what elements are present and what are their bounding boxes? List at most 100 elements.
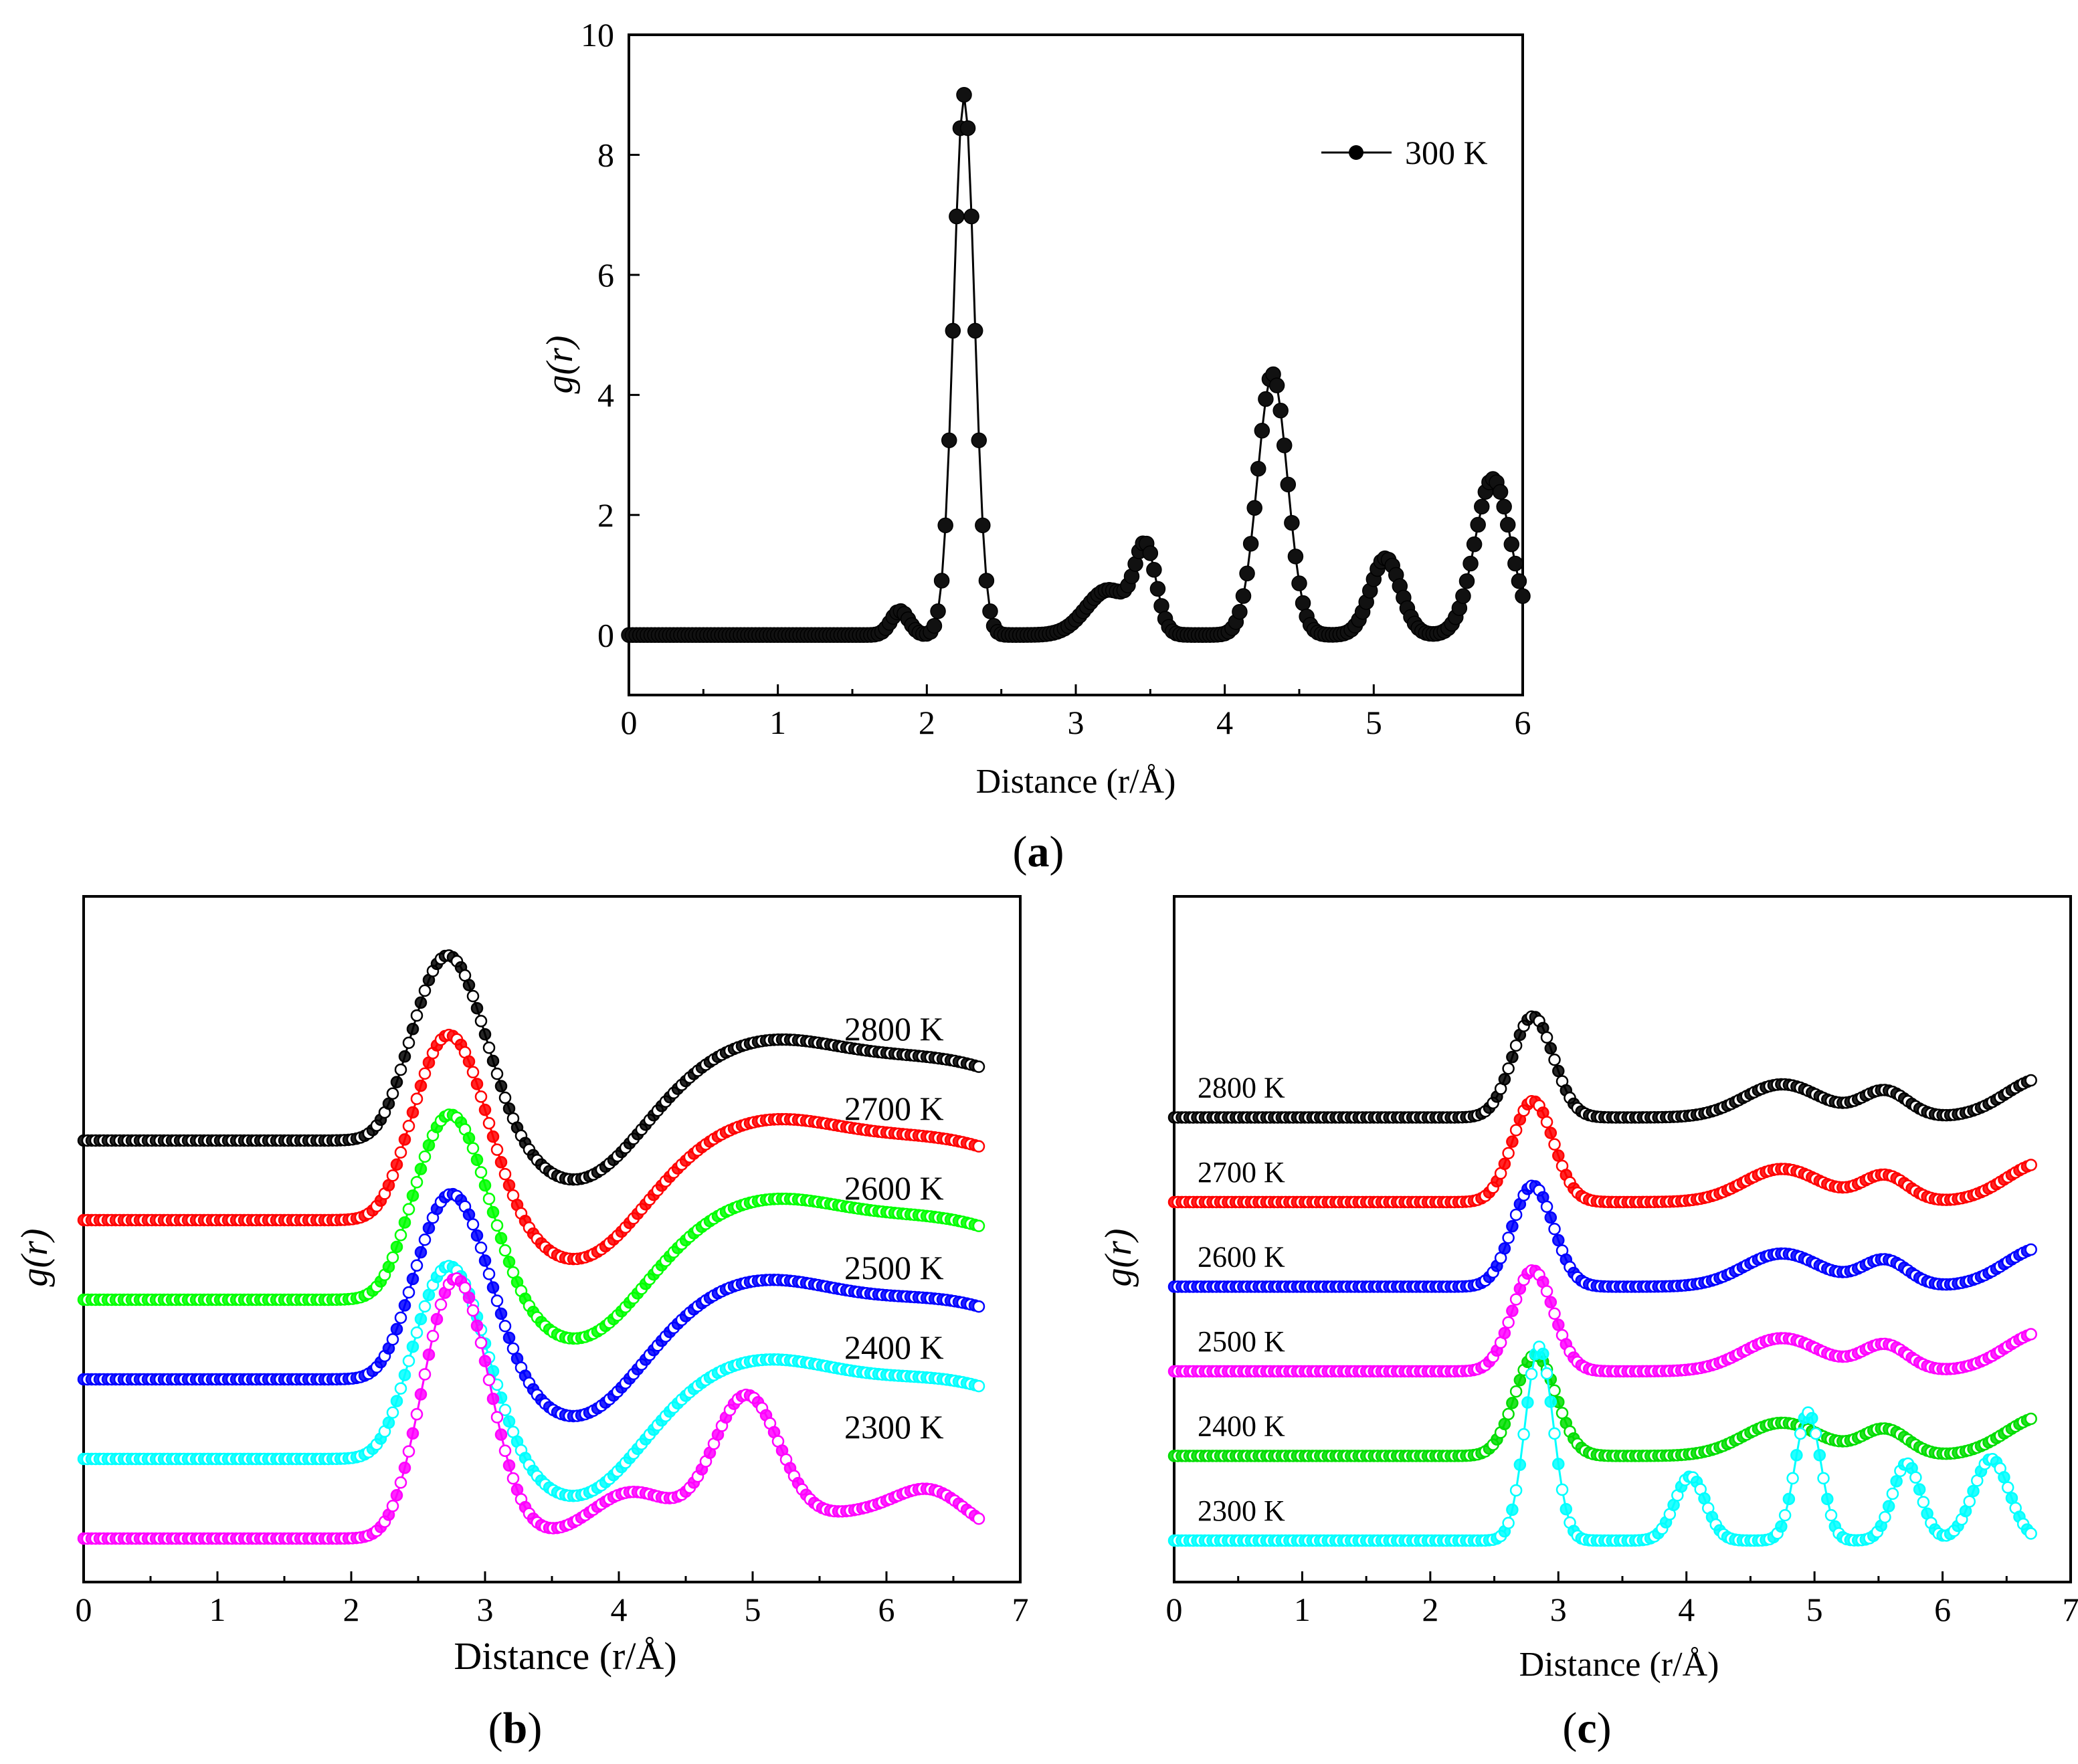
data-point bbox=[418, 1300, 432, 1313]
data-point bbox=[1544, 1211, 1557, 1224]
panel-c-label: (c) bbox=[1562, 1704, 1611, 1753]
data-point bbox=[426, 1330, 440, 1343]
legend-label: 300 K bbox=[1405, 134, 1488, 171]
data-point bbox=[466, 1142, 480, 1155]
panel-c-chart: 0 1 2 3 4 5 6 7 2800 K 2700 K 2600 K 2500 K 2400 K 2… bbox=[1098, 895, 2078, 1753]
data-point bbox=[1506, 1050, 1519, 1064]
data-point bbox=[1509, 1293, 1523, 1306]
series-label: 2600 K bbox=[844, 1169, 944, 1207]
panel-a-x-axis-label: Distance (r/Å) bbox=[976, 763, 1176, 801]
data-point bbox=[462, 1291, 476, 1304]
x-tick-label: 3 bbox=[477, 1591, 494, 1628]
data-point bbox=[470, 1078, 484, 1090]
data-point bbox=[1521, 1396, 1534, 1409]
data-point bbox=[1544, 1126, 1557, 1139]
data-point bbox=[486, 1130, 500, 1143]
data-point bbox=[490, 1411, 504, 1424]
x-tick-label: 5 bbox=[745, 1591, 761, 1628]
data-point bbox=[422, 1221, 436, 1235]
x-tick-label: 0 bbox=[76, 1591, 92, 1628]
data-point bbox=[406, 1189, 419, 1202]
data-point bbox=[486, 1054, 500, 1068]
data-point bbox=[963, 208, 979, 225]
data-point bbox=[414, 996, 428, 1009]
data-point bbox=[1555, 1407, 1569, 1419]
data-point bbox=[975, 517, 991, 534]
data-point bbox=[502, 1179, 516, 1192]
panel-a-label: (a) bbox=[1013, 827, 1064, 876]
data-point bbox=[506, 1342, 520, 1355]
data-point bbox=[490, 1219, 504, 1232]
data-point bbox=[1496, 498, 1512, 515]
panel-c-plot-frame bbox=[1173, 895, 2072, 1583]
data-point bbox=[1502, 1316, 1515, 1329]
data-point bbox=[434, 1298, 448, 1311]
data-point bbox=[972, 1512, 985, 1525]
data-point bbox=[498, 1444, 512, 1458]
x-tick-label: 4 bbox=[1216, 704, 1233, 741]
data-point bbox=[1809, 1427, 1822, 1440]
series-label: 2300 K bbox=[844, 1408, 944, 1446]
panel-a-y-axis-label: g(r) bbox=[539, 335, 581, 393]
data-point bbox=[470, 1319, 484, 1333]
data-point bbox=[1498, 1157, 1511, 1171]
series-label: 2400 K bbox=[1198, 1410, 1285, 1443]
data-point bbox=[1455, 588, 1471, 604]
data-point bbox=[1540, 1367, 1553, 1380]
data-point bbox=[1276, 437, 1293, 454]
data-point bbox=[1886, 1487, 1899, 1500]
data-point bbox=[1506, 1304, 1519, 1317]
data-point bbox=[1882, 1500, 1895, 1512]
data-point bbox=[1502, 1147, 1515, 1160]
data-point bbox=[1498, 1327, 1511, 1340]
data-point bbox=[972, 1060, 985, 1073]
data-point bbox=[422, 1139, 436, 1152]
data-point bbox=[1142, 545, 1159, 561]
data-point bbox=[386, 1500, 399, 1512]
data-point bbox=[490, 1294, 504, 1307]
data-point bbox=[494, 1428, 508, 1441]
x-tick-label: 6 bbox=[1515, 704, 1531, 741]
data-point bbox=[1509, 1208, 1523, 1221]
data-point bbox=[474, 1090, 488, 1103]
data-point bbox=[1548, 1223, 1561, 1236]
series-2700k bbox=[77, 1028, 985, 1266]
series-label: 2700 K bbox=[1198, 1156, 1285, 1189]
series-300k bbox=[621, 86, 1531, 644]
data-point bbox=[386, 1406, 399, 1419]
panel-c-x-axis-label: Distance (r/Å) bbox=[1519, 1646, 1719, 1684]
data-point bbox=[470, 1229, 484, 1242]
data-point bbox=[2024, 1328, 2037, 1341]
y-tick-label: 10 bbox=[581, 16, 614, 54]
data-point bbox=[1254, 423, 1270, 439]
x-tick-label: 2 bbox=[919, 704, 935, 741]
data-point bbox=[1794, 1427, 1807, 1440]
x-tick-label: 3 bbox=[1068, 704, 1084, 741]
data-point bbox=[1778, 1508, 1792, 1522]
data-point bbox=[402, 1203, 415, 1215]
data-point bbox=[1513, 1458, 1527, 1471]
data-point bbox=[1474, 498, 1490, 515]
data-point bbox=[1813, 1449, 1826, 1462]
data-point bbox=[1775, 1520, 1788, 1533]
data-point bbox=[1498, 1073, 1511, 1086]
data-point bbox=[1540, 1031, 1553, 1044]
data-point bbox=[972, 1300, 985, 1313]
data-point bbox=[414, 1246, 428, 1259]
series-2600k bbox=[77, 1108, 985, 1345]
x-tick-label: 2 bbox=[1422, 1591, 1438, 1628]
data-point bbox=[978, 573, 995, 589]
data-point bbox=[390, 1158, 403, 1171]
data-point bbox=[1782, 1492, 1796, 1506]
panel-b-y-axis-label: g(r) bbox=[14, 1228, 56, 1286]
data-point bbox=[394, 1311, 407, 1325]
data-point bbox=[418, 1368, 432, 1381]
data-point bbox=[1511, 573, 1527, 589]
data-point bbox=[1242, 536, 1259, 552]
data-point bbox=[398, 1216, 411, 1229]
x-tick-label: 6 bbox=[1934, 1591, 1951, 1628]
data-point bbox=[398, 1299, 411, 1312]
data-point bbox=[498, 1244, 512, 1257]
data-point bbox=[1509, 1039, 1523, 1052]
data-point bbox=[1824, 1508, 1838, 1522]
